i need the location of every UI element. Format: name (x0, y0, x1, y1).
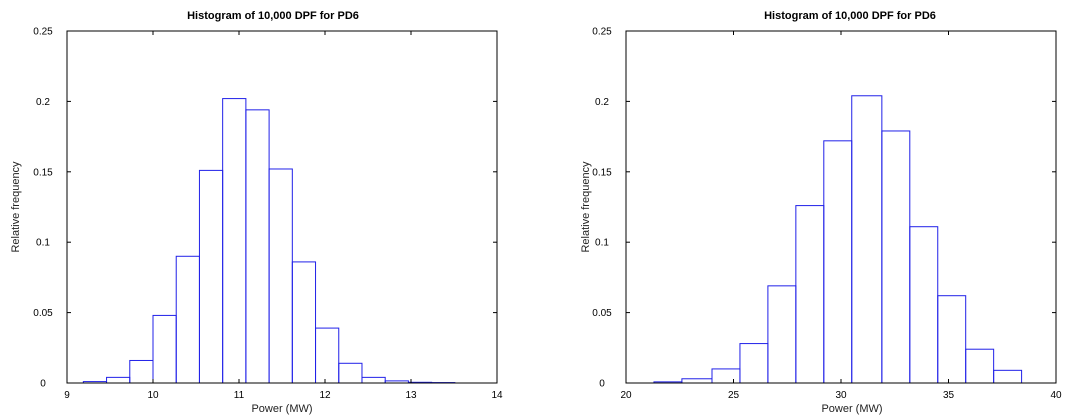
histogram-bar (739, 343, 769, 384)
histogram-bar (175, 255, 200, 384)
y-tick-label: 0.25 (592, 27, 612, 38)
x-tick-label: 12 (319, 390, 331, 401)
plot-frame (66, 30, 498, 384)
y-tick-label: 0 (40, 379, 46, 390)
x-tick-label: 9 (64, 390, 70, 401)
histogram-bar (291, 261, 317, 384)
y-tick-label: 0.15 (592, 167, 612, 178)
histogram-bar (993, 369, 1023, 384)
x-tick-label: 20 (620, 390, 632, 401)
histogram-chart-left: Histogram of 10,000 DPF for PD6 9 10 11 12 1… (0, 0, 520, 418)
chart-title: Histogram of 10,000 DPF for PD6 (187, 10, 359, 22)
y-tick-label: 0.15 (33, 167, 53, 178)
histogram-bar (198, 169, 224, 384)
y-tick-label: 0 (599, 379, 605, 390)
histogram-bar (851, 95, 883, 384)
x-axis-label: Power (MW) (821, 403, 882, 415)
histogram-bar (681, 378, 713, 384)
histogram-bar (315, 327, 340, 384)
histogram-bar (222, 98, 247, 384)
axis-ticks: 9 10 11 12 13 14 0 0.05 0.1 0.15 0.2 0.25 (33, 27, 503, 402)
histogram-plot-right: Histogram of 10,000 DPF for PD6 20 25 30 35… (580, 10, 1062, 415)
histogram-bar (965, 348, 995, 384)
x-axis-label: Power (MW) (251, 403, 312, 415)
histogram-bar (909, 226, 939, 384)
histogram-bar (245, 109, 270, 384)
y-tick-label: 0.1 (595, 238, 609, 249)
y-tick-label: 0.25 (33, 27, 53, 38)
chart-title: Histogram of 10,000 DPF for PD6 (764, 10, 936, 22)
plot-frame (625, 30, 1057, 384)
y-tick-label: 0.1 (36, 238, 50, 249)
histogram-bar (711, 368, 741, 384)
histogram-plot-left: Histogram of 10,000 DPF for PD6 9 10 11 12 1… (10, 10, 503, 415)
x-tick-label: 14 (491, 390, 503, 401)
y-axis-label: Relative frequency (580, 161, 592, 253)
histogram-bar (338, 362, 363, 384)
x-tick-label: 11 (234, 390, 245, 401)
histogram-bar (937, 295, 967, 384)
y-tick-label: 0.05 (592, 308, 612, 319)
histogram-bar (767, 285, 797, 384)
x-tick-label: 25 (728, 390, 740, 401)
histogram-bar (823, 140, 853, 384)
axis-ticks: 20 25 30 35 40 0 0.05 0.1 0.15 0.2 0.25 (592, 27, 1062, 402)
x-tick-label: 30 (835, 390, 847, 401)
histogram-bar (129, 359, 154, 384)
histogram-bar (268, 168, 293, 384)
y-tick-label: 0.2 (36, 97, 50, 108)
histogram-bar (881, 130, 911, 384)
bars (653, 95, 1023, 384)
y-axis-label: Relative frequency (10, 161, 22, 253)
y-tick-label: 0.2 (595, 97, 609, 108)
histogram-bar (361, 376, 386, 384)
histogram-chart-right: Histogram of 10,000 DPF for PD6 20 25 30 35… (575, 0, 1075, 418)
x-tick-label: 10 (147, 390, 159, 401)
bars (82, 98, 456, 384)
x-tick-label: 13 (405, 390, 417, 401)
histogram-bar (795, 205, 825, 384)
y-tick-label: 0.05 (33, 308, 53, 319)
x-tick-label: 35 (943, 390, 955, 401)
x-tick-label: 40 (1050, 390, 1062, 401)
histogram-bar (106, 376, 131, 384)
histogram-bar (152, 314, 177, 384)
